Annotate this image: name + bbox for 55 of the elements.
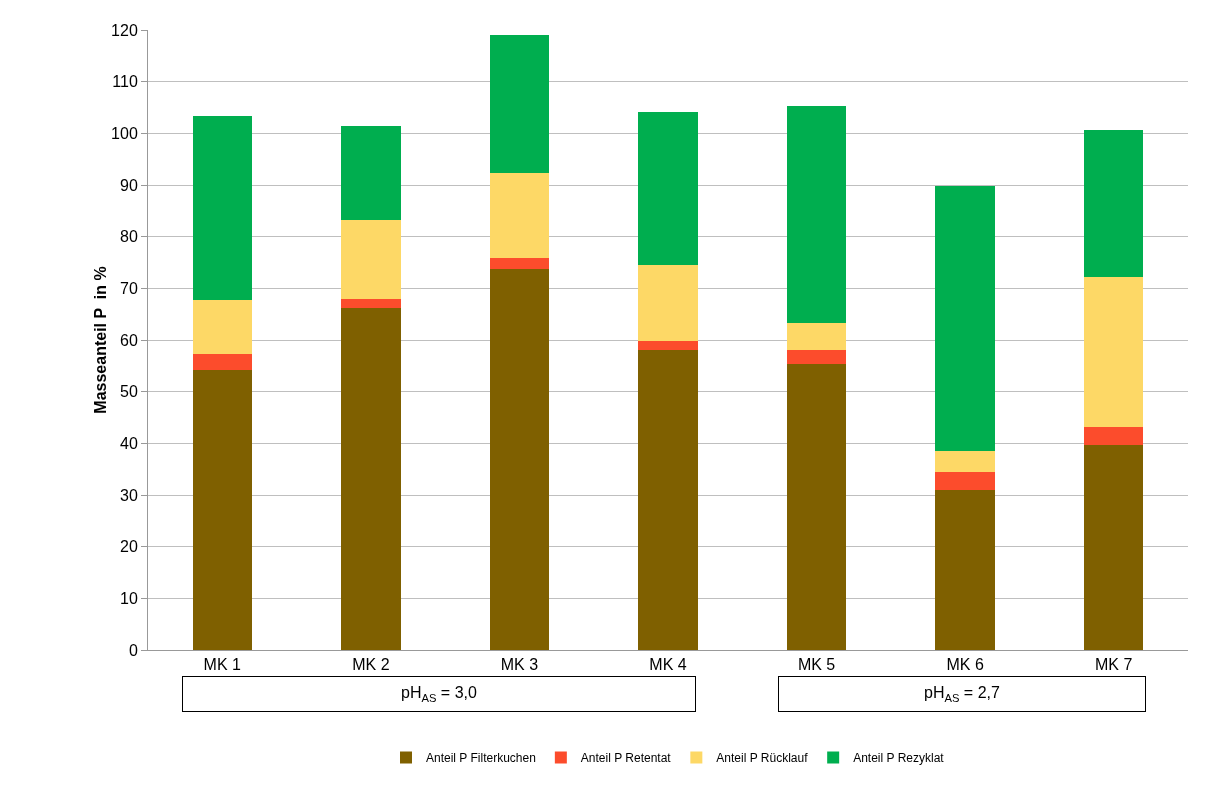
x-tick-label: MK 3	[500, 656, 539, 674]
bar	[489, 269, 550, 650]
y-tick-label: 120	[111, 21, 138, 39]
bar	[341, 126, 401, 221]
y-tick-label: 10	[120, 589, 138, 607]
y-tick-label: 100	[111, 124, 138, 142]
y-tick-label: 40	[120, 434, 138, 452]
bar	[935, 472, 995, 490]
bar	[341, 308, 401, 650]
bar	[935, 489, 995, 650]
bar	[786, 105, 847, 324]
bar	[1084, 130, 1144, 278]
y-tick-label: 60	[120, 331, 138, 349]
y-tick-label: 80	[120, 228, 138, 246]
text: pH$_{AS}$ = 2,7	[924, 684, 1000, 704]
x-tick-label: MK 2	[352, 656, 390, 674]
bar	[935, 450, 995, 473]
bar	[192, 353, 252, 370]
bar	[192, 299, 252, 354]
y-tick-label: 110	[112, 73, 138, 91]
legend-label: Anteil P Rücklauf	[716, 751, 809, 766]
y-tick-label: 50	[120, 383, 138, 401]
bar	[1084, 445, 1144, 650]
legend-label: Anteil P Retentat	[580, 751, 672, 766]
bar	[638, 340, 698, 350]
text: pH$_{AS}$ = 3,0	[401, 684, 477, 704]
y-tick-label: 30	[120, 486, 138, 504]
y-tick-label: 90	[120, 176, 138, 194]
bar	[638, 264, 698, 341]
x-tick-label: MK 7	[1095, 656, 1133, 674]
x-tick-label: MK 1	[203, 656, 242, 674]
bar	[1084, 427, 1144, 446]
y-tick-label: 20	[120, 538, 138, 556]
bar	[786, 349, 847, 365]
bar	[786, 364, 847, 650]
bar	[786, 323, 847, 350]
x-tick-label: MK 5	[797, 656, 836, 674]
bar	[192, 369, 252, 650]
y-axis-title: Masseanteil P in %	[92, 266, 109, 414]
legend-label: Anteil P Rezyklat	[853, 751, 945, 766]
bar	[192, 116, 252, 300]
x-tick-label: MK 6	[946, 656, 984, 674]
bar	[489, 257, 550, 270]
x-tick-label: MK 4	[649, 656, 687, 674]
bar	[341, 220, 401, 300]
y-tick-label: 70	[120, 279, 138, 297]
bar	[489, 35, 550, 174]
bar	[489, 173, 550, 258]
y-tick-label: 0	[128, 641, 138, 659]
bar	[341, 299, 401, 309]
bar	[935, 185, 995, 451]
bar	[638, 349, 698, 650]
bar	[1084, 277, 1144, 428]
legend-label: Anteil P Filterkuchen	[426, 751, 536, 766]
bar	[638, 111, 698, 265]
